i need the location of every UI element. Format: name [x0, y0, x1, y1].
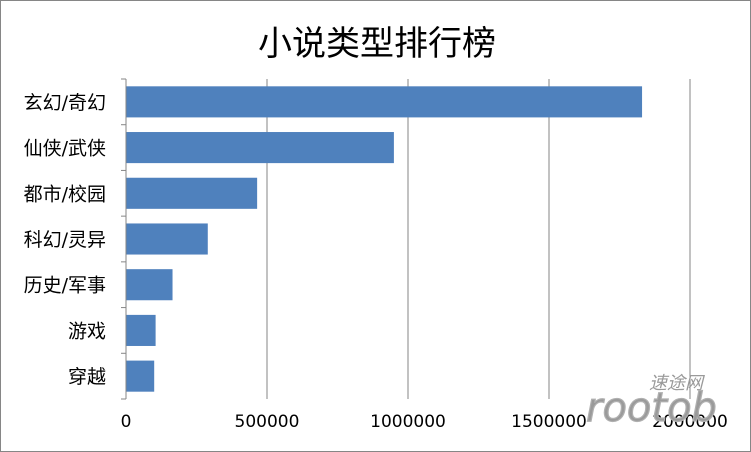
- watermark-text-en: rootob: [586, 385, 717, 431]
- category-label: 仙侠/武侠: [24, 138, 106, 160]
- category-label: 历史/军事: [24, 275, 106, 297]
- x-tick-label: 1000000: [370, 412, 446, 432]
- grid-lines: [266, 79, 691, 399]
- bar: [126, 177, 258, 209]
- bars: [126, 86, 643, 392]
- x-tick-labels: 0 500000 1000000 1500000 2000000: [121, 412, 728, 432]
- bar: [126, 314, 156, 346]
- category-label: 科幻/灵异: [24, 229, 106, 251]
- bar: [126, 269, 173, 301]
- category-label: 穿越: [68, 366, 106, 388]
- chart-title: 小说类型排行榜: [258, 24, 496, 64]
- x-tick-label: 1500000: [511, 412, 587, 432]
- watermark-text-cn: 速途网: [649, 373, 705, 394]
- bar: [126, 360, 155, 392]
- bar: [126, 223, 208, 255]
- x-tick-label: 0: [121, 412, 132, 432]
- x-tick-label: 2000000: [652, 412, 728, 432]
- x-tick-label: 500000: [235, 412, 300, 432]
- axes: [121, 78, 127, 400]
- category-label: 游戏: [68, 320, 106, 342]
- category-label: 玄幻/奇幻: [24, 92, 106, 114]
- watermark-logo: 速途网 rootob: [585, 373, 717, 432]
- bar: [126, 86, 643, 118]
- bar: [126, 132, 394, 164]
- category-label: 都市/校园: [24, 183, 106, 205]
